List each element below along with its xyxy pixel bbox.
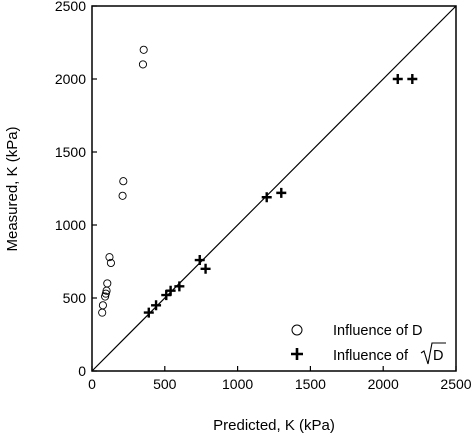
y-tick-label: 1500: [55, 144, 86, 160]
y-tick-label: 2000: [55, 71, 86, 87]
x-tick-label: 0: [88, 376, 96, 392]
one-to-one-line: [91, 5, 457, 372]
data-point-circle: [138, 60, 148, 69]
data-point-plus: [174, 281, 185, 292]
legend-label-sqrt-argument: D: [433, 348, 443, 364]
data-point-circle: [101, 292, 110, 301]
x-tick-label: 2000: [368, 376, 399, 392]
plot-frame: [91, 5, 457, 372]
legend: Influence of D Influence of D: [291, 323, 446, 365]
x-axis-label: Predicted, K (kPa): [213, 417, 335, 434]
data-point-circle: [98, 308, 107, 317]
sqrt-symbol: [420, 342, 446, 365]
data-point-circle: [139, 45, 148, 54]
y-tick-label: 1000: [55, 217, 86, 233]
data-point-plus: [276, 187, 287, 198]
x-ticks: 0 500 1000 1500 2000 2500: [88, 366, 472, 392]
data-point-plus: [165, 285, 176, 296]
legend-circle-marker: [291, 324, 303, 336]
y-tick-label: 0: [78, 363, 86, 379]
legend-label-influence-of-d: Influence of D: [333, 323, 422, 339]
data-point-circle: [106, 258, 115, 268]
data-point-plus: [151, 300, 162, 311]
data-point-plus: [200, 263, 211, 274]
x-tick-label: 2500: [440, 376, 471, 392]
series-influence-of-d: [98, 45, 148, 317]
data-point-circle: [98, 301, 107, 310]
y-ticks: 0 500 1000 1500 2000 2500: [55, 0, 97, 379]
x-tick-label: 1000: [222, 376, 253, 392]
data-point-circle: [103, 279, 112, 288]
data-point-circle: [119, 177, 128, 186]
data-point-circle: [105, 253, 114, 262]
legend-label-influence-of-sqrt-prefix: Influence of: [333, 348, 409, 364]
data-point-circle: [101, 289, 110, 298]
data-point-plus: [261, 192, 272, 203]
data-point-plus: [392, 74, 403, 84]
x-tick-label: 1500: [295, 376, 326, 392]
y-tick-label: 2500: [55, 0, 86, 14]
x-tick-label: 500: [153, 376, 177, 392]
legend-plus-marker: [291, 348, 303, 360]
data-point-plus: [407, 74, 418, 84]
data-point-plus: [194, 255, 205, 266]
y-tick-label: 500: [63, 290, 87, 306]
y-axis-label: Measured, K (kPa): [4, 126, 21, 251]
data-point-plus: [143, 307, 154, 318]
series-influence-of-sqrt-d: [143, 74, 418, 318]
data-point-circle: [118, 191, 127, 200]
